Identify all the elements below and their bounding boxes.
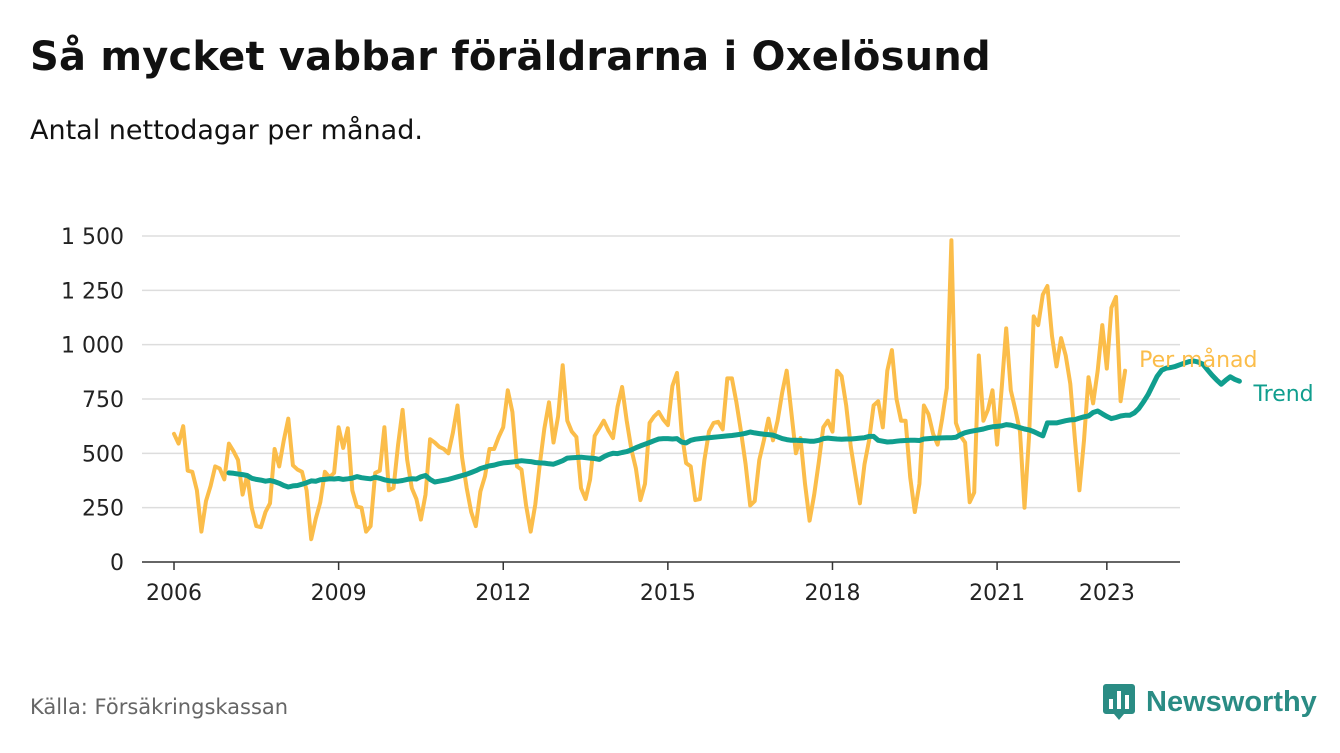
series-label-per-manad: Per månad: [1139, 347, 1257, 373]
brand-name: Newsworthy: [1146, 685, 1317, 718]
series-label-trend: Trend: [1252, 382, 1313, 407]
gridlines: [142, 235, 1180, 509]
x-tick-label: 2006: [146, 581, 202, 606]
x-tick-label: 2021: [969, 581, 1025, 606]
y-axis-ticks: 0 250 500 750 1 000 1 250 1 500: [61, 225, 124, 576]
source-note: Källa: Försäkringskassan: [30, 695, 289, 719]
bar-chart-icon: [1103, 684, 1135, 720]
chart-subtitle: Antal nettodagar per månad.: [30, 115, 423, 146]
y-tick-label: 1 500: [61, 225, 124, 250]
series-line-trend: [226, 358, 1242, 490]
brand-logo[interactable]: Newsworthy: [1102, 682, 1317, 722]
y-tick-label: 1 250: [61, 279, 124, 304]
y-tick-label: 0: [110, 551, 124, 576]
y-tick-label: 250: [82, 497, 124, 522]
y-tick-label: 500: [82, 442, 124, 467]
series-lines: [172, 238, 1242, 542]
x-tick-label: 2018: [804, 581, 860, 606]
x-axis-ticks: 2006 2009 2012 2015 2018 2021 2023: [146, 562, 1135, 606]
x-tick-label: 2023: [1079, 581, 1135, 606]
x-tick-label: 2009: [311, 581, 367, 606]
y-tick-label: 1 000: [61, 334, 124, 359]
x-tick-label: 2012: [475, 581, 531, 606]
x-tick-label: 2015: [640, 581, 696, 606]
series-labels: Per månad Trend: [1139, 347, 1314, 407]
chart-title: Så mycket vabbar föräldrarna i Oxelösund: [30, 34, 991, 80]
y-tick-label: 750: [82, 388, 124, 413]
series-line-per-manad: [172, 238, 1128, 542]
